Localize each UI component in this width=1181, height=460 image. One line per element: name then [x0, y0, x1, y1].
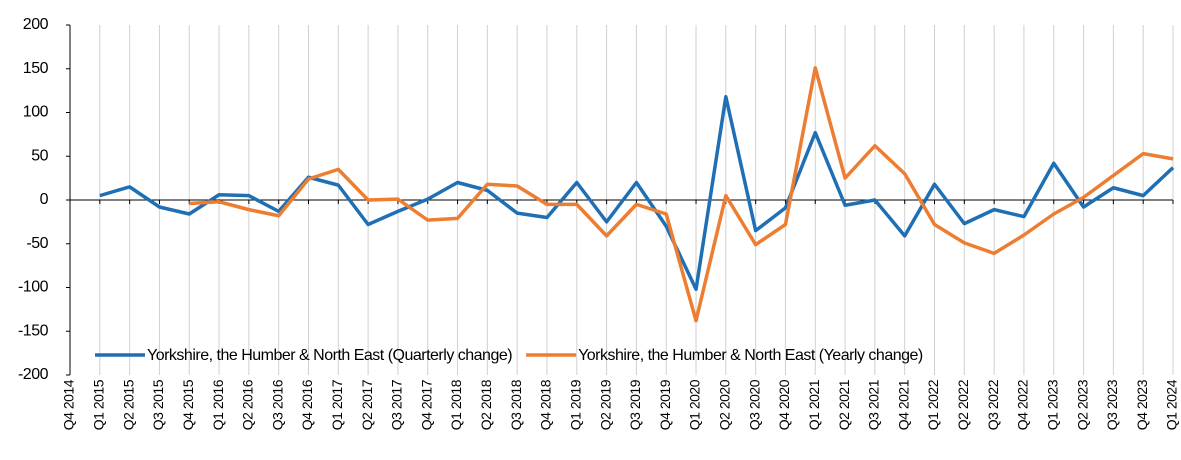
- x-tick-label: Q4 2016: [299, 379, 315, 430]
- x-tick-label: Q2 2015: [120, 379, 136, 430]
- legend-label: Yorkshire, the Humber & North East (Quar…: [147, 347, 512, 364]
- x-tick-label: Q2 2022: [955, 379, 971, 430]
- x-tick-label: Q3 2023: [1104, 379, 1120, 430]
- x-tick-label: Q4 2022: [1015, 379, 1031, 430]
- x-tick-label: Q3 2015: [150, 379, 166, 430]
- x-tick-label: Q1 2018: [448, 379, 464, 430]
- x-tick-label: Q3 2016: [269, 379, 285, 430]
- line-series: [189, 66, 1174, 323]
- y-tick-label: 100: [23, 104, 49, 121]
- x-tick-label: Q2 2017: [359, 379, 375, 430]
- y-tick-label: 200: [23, 16, 49, 33]
- y-tick-label: -200: [18, 366, 49, 383]
- x-tick-label: Q2 2021: [836, 379, 852, 430]
- x-tick-label: Q4 2023: [1134, 379, 1150, 430]
- x-tick-label: Q4 2017: [418, 379, 434, 430]
- x-tick-label: Q3 2017: [389, 379, 405, 430]
- x-tick-label: Q1 2023: [1044, 379, 1060, 430]
- x-tick-label: Q1 2015: [91, 379, 107, 430]
- y-tick-label: -100: [18, 279, 49, 296]
- y-tick-label: 50: [31, 147, 48, 164]
- legend-label: Yorkshire, the Humber & North East (Year…: [578, 347, 923, 364]
- y-tick-label: -50: [26, 235, 48, 252]
- x-tick-label: Q3 2019: [627, 379, 643, 430]
- x-tick-label: Q2 2016: [240, 379, 256, 430]
- y-tick-label: 0: [40, 191, 49, 208]
- x-tick-label: Q1 2024: [1164, 379, 1180, 430]
- x-tick-label: Q4 2015: [180, 379, 196, 430]
- x-tick-label: Q4 2021: [895, 379, 911, 430]
- x-tick-label: Q3 2022: [985, 379, 1001, 430]
- x-tick-label: Q3 2020: [746, 379, 762, 430]
- x-tick-label: Q1 2019: [567, 379, 583, 430]
- x-tick-label: Q2 2019: [597, 379, 613, 430]
- x-tick-label: Q2 2023: [1074, 379, 1090, 430]
- line-series: [99, 95, 1175, 291]
- y-tick-label: 150: [23, 60, 49, 77]
- y-tick-label: -150: [18, 322, 49, 339]
- x-tick-label: Q4 2020: [776, 379, 792, 430]
- x-tick-label: Q1 2021: [806, 379, 822, 430]
- x-tick-label: Q1 2016: [210, 379, 226, 430]
- x-tick-label: Q1 2017: [329, 379, 345, 430]
- x-tick-label: Q1 2022: [925, 379, 941, 430]
- x-tick-label: Q3 2018: [508, 379, 524, 430]
- x-tick-label: Q2 2020: [717, 379, 733, 430]
- x-tick-label: Q4 2019: [657, 379, 673, 430]
- x-tick-label: Q4 2014: [61, 379, 77, 430]
- x-tick-label: Q2 2018: [478, 379, 494, 430]
- x-tick-label: Q3 2021: [866, 379, 882, 430]
- x-tick-label: Q1 2020: [687, 379, 703, 430]
- x-tick-label: Q4 2018: [538, 379, 554, 430]
